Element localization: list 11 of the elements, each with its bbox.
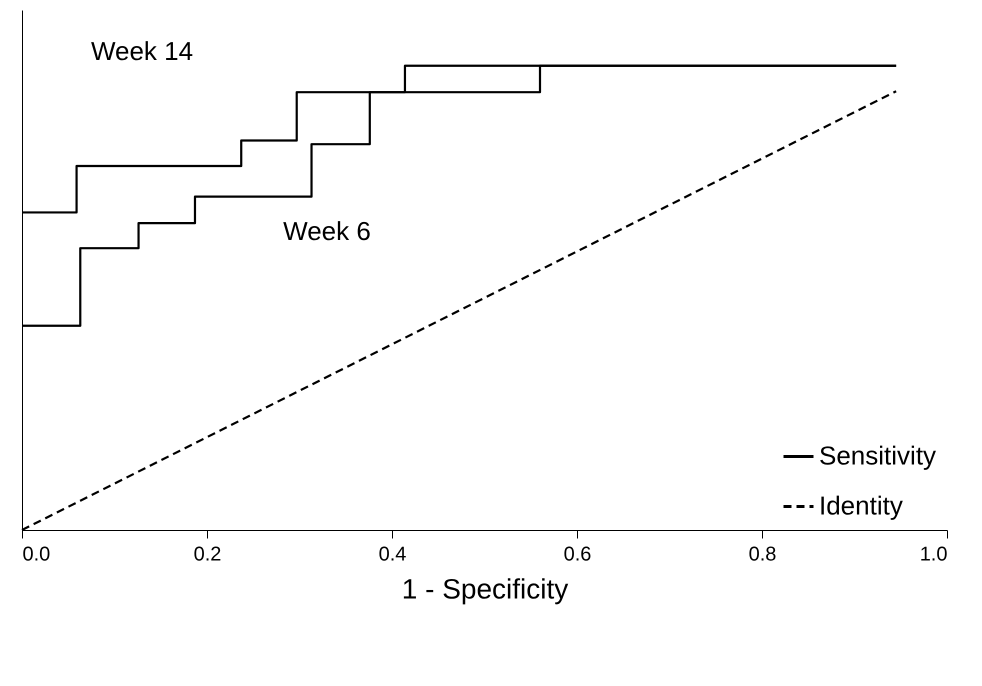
x-axis-title: 1 - Specificity (402, 574, 568, 604)
x-tick-label: 0.2 (194, 544, 222, 566)
x-tick-label: 0.0 (22, 544, 50, 566)
x-tick-label: 1.0 (920, 544, 948, 566)
x-tick-label: 0.8 (748, 544, 776, 566)
legend-label: Sensitivity (819, 440, 936, 470)
annotation: Week 6 (283, 216, 371, 246)
x-tick-label: 0.4 (378, 544, 406, 566)
x-tick-label: 0.6 (564, 544, 592, 566)
annotation: Week 14 (90, 36, 194, 66)
legend-label: Identity (819, 490, 903, 520)
